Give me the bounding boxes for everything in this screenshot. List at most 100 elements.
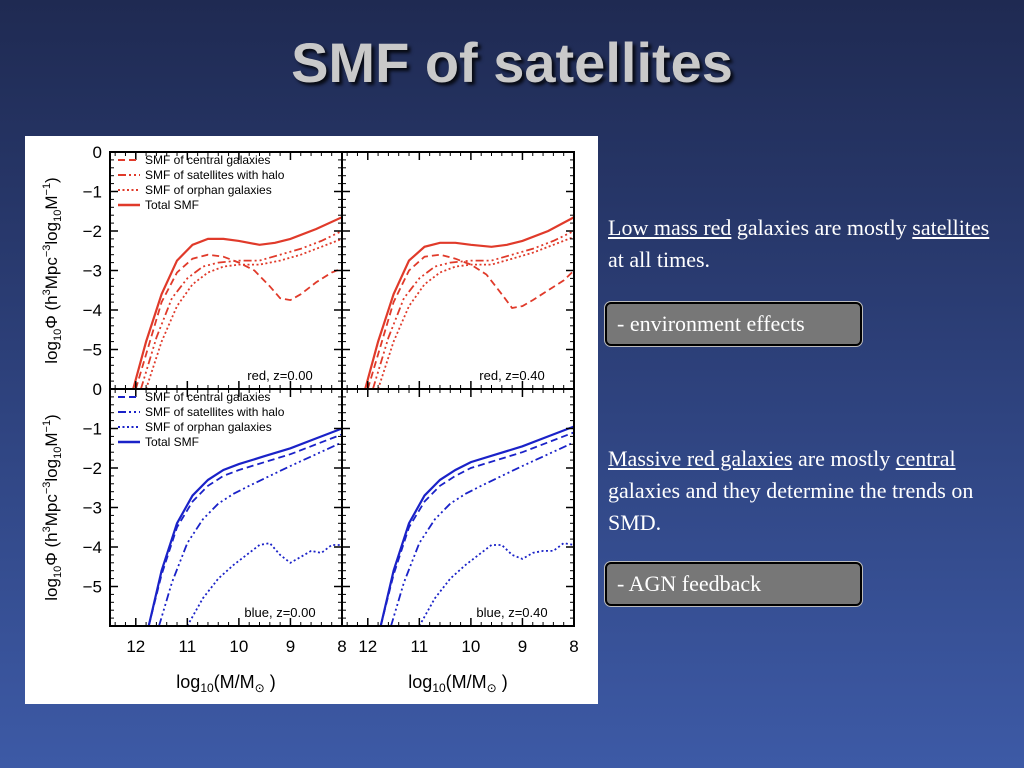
y-axis-label-phi: Φ xyxy=(42,552,61,566)
y-axis-label-sup: −1 xyxy=(41,420,53,433)
x-tick-label: 8 xyxy=(569,637,578,656)
series-central-line-panel-0 xyxy=(134,253,342,389)
note-low-mass: Low mass red galaxies are mostly satelli… xyxy=(608,212,1008,276)
note-massive-part4: galaxies and they determine the trends o… xyxy=(608,478,974,535)
x-tick-label: 8 xyxy=(337,637,346,656)
x-tick-label: 10 xyxy=(229,637,248,656)
y-tick-label: −3 xyxy=(83,262,102,281)
y-axis-label-sub: 10 xyxy=(52,447,64,459)
note-massive-part2: are mostly xyxy=(792,446,896,471)
legend-entry: SMF of satellites with halo xyxy=(145,168,285,182)
x-axis-label-rest: (M/M xyxy=(214,672,255,692)
slide-title: SMF of satellites xyxy=(291,31,733,94)
y-axis-label-sub: 10 xyxy=(52,566,64,578)
smf-chart: red, z=0.00 0 −1 −2 −3 −4 −5 red, z=0.40 blue, z… xyxy=(41,143,579,695)
x-tick-label: 10 xyxy=(461,637,480,656)
x-axis-label-sym: ⊙ xyxy=(255,681,265,695)
y-tick-label: −2 xyxy=(83,459,102,478)
x-axis-label: log10(M/M⊙ ) xyxy=(408,672,507,695)
y-tick-label: −1 xyxy=(83,183,102,202)
y-tick-label: 0 xyxy=(93,380,102,399)
y-axis-label-unit: (h xyxy=(42,532,61,552)
series-total-line-panel-2 xyxy=(147,427,342,626)
series-orphan-line-panel-0 xyxy=(145,238,342,389)
y-tick-label: −2 xyxy=(83,222,102,241)
panel-label-3: blue, z=0.40 xyxy=(476,605,547,620)
y-tick-label: −5 xyxy=(83,578,102,597)
x-axis-label-end: ) xyxy=(265,672,276,692)
legend-entry: SMF of orphan galaxies xyxy=(145,420,272,434)
legend-entry: SMF of satellites with halo xyxy=(145,405,285,419)
series-satellite-line-panel-3 xyxy=(390,441,574,626)
agn-feedback-box: - AGN feedback xyxy=(605,562,862,606)
x-axis-label: log10(M/M⊙ ) xyxy=(176,672,275,695)
series-central-line-panel-1 xyxy=(366,253,574,389)
legend-entry: SMF of central galaxies xyxy=(145,153,270,167)
series-central-line-panel-3 xyxy=(379,431,574,626)
note-low-mass-part2: galaxies are mostly xyxy=(731,215,913,240)
y-axis-label-phi: Φ xyxy=(42,315,61,329)
x-axis-label-end: ) xyxy=(497,672,508,692)
legend-entry: SMF of orphan galaxies xyxy=(145,183,272,197)
panel-label-1: red, z=0.40 xyxy=(479,368,544,383)
y-axis-label-unit: Mpc xyxy=(42,494,61,527)
series-satellite-line-panel-2 xyxy=(158,441,342,626)
y-tick-label: −4 xyxy=(83,538,102,557)
x-tick-label: 9 xyxy=(286,637,295,656)
series-orphan-line-panel-2 xyxy=(186,542,342,626)
panel-label-0: red, z=0.00 xyxy=(247,368,312,383)
x-tick-label: 9 xyxy=(518,637,527,656)
panel-frame-1 xyxy=(341,151,575,390)
x-axis-label-sub: 10 xyxy=(432,681,446,695)
y-axis-label: log10Φ (h3Mpc−3log10M−1) xyxy=(41,414,64,600)
y-axis-label-unit: M xyxy=(42,432,61,446)
note-low-mass-part4: at all times. xyxy=(608,247,711,272)
note-massive: Massive red galaxies are mostly central … xyxy=(608,443,1008,539)
x-tick-label: 12 xyxy=(358,637,377,656)
panel-label-2: blue, z=0.00 xyxy=(244,605,315,620)
x-tick-label: 12 xyxy=(126,637,145,656)
y-tick-label: −3 xyxy=(83,499,102,518)
x-tick-label: 11 xyxy=(411,637,429,656)
y-axis-label-unit: ) xyxy=(42,177,61,183)
y-axis-label-sup: 3 xyxy=(41,289,53,295)
series-total-line-panel-3 xyxy=(379,425,574,626)
y-axis-label-unit: Mpc xyxy=(42,257,61,290)
y-tick-label: 0 xyxy=(93,143,102,162)
y-axis-label-sup: 3 xyxy=(41,526,53,532)
note-massive-part3: central xyxy=(895,446,956,471)
y-axis-label-sub: 10 xyxy=(52,210,64,222)
series-total-line-panel-1 xyxy=(364,216,574,389)
panel-frame-3 xyxy=(341,388,575,627)
y-axis-label-unit: (h xyxy=(42,295,61,315)
y-axis-label-unit: ) xyxy=(42,414,61,420)
series-satellite-line-panel-1 xyxy=(372,230,574,389)
y-axis-label-unit: log xyxy=(42,222,61,245)
series-total-line-panel-0 xyxy=(132,216,342,389)
y-tick-label: −4 xyxy=(83,301,102,320)
x-tick-label: 11 xyxy=(179,637,197,656)
note-low-mass-part1: Low mass red xyxy=(608,215,732,240)
series-orphan-line-panel-1 xyxy=(377,236,574,389)
y-tick-label: −1 xyxy=(83,420,102,439)
y-axis-label: log10Φ (h3Mpc−3log10M−1) xyxy=(41,177,64,363)
x-axis-label-sym: ⊙ xyxy=(487,681,497,695)
y-axis-label-log: log xyxy=(42,578,61,601)
note-low-mass-part3: satellites xyxy=(912,215,990,240)
legend-entry: SMF of central galaxies xyxy=(145,390,270,404)
y-axis-label-sub: 10 xyxy=(52,329,64,341)
legend-entry: Total SMF xyxy=(145,435,199,449)
note-massive-part1: Massive red galaxies xyxy=(608,446,793,471)
series-satellite-line-panel-0 xyxy=(140,230,342,389)
y-axis-label-unit: M xyxy=(42,195,61,209)
series-orphan-line-panel-3 xyxy=(418,542,574,626)
y-tick-label: −5 xyxy=(83,341,102,360)
y-axis-label-sup: −3 xyxy=(41,245,53,258)
environment-effects-box: - environment effects xyxy=(605,302,862,346)
y-axis-label-unit: log xyxy=(42,459,61,482)
smf-figure: red, z=0.00 0 −1 −2 −3 −4 −5 red, z=0.40 blue, z… xyxy=(25,136,598,704)
y-axis-label-sup: −3 xyxy=(41,482,53,495)
x-axis-label-rest: (M/M xyxy=(446,672,487,692)
legend-entry: Total SMF xyxy=(145,198,199,212)
y-axis-label-sup: −1 xyxy=(41,183,53,196)
